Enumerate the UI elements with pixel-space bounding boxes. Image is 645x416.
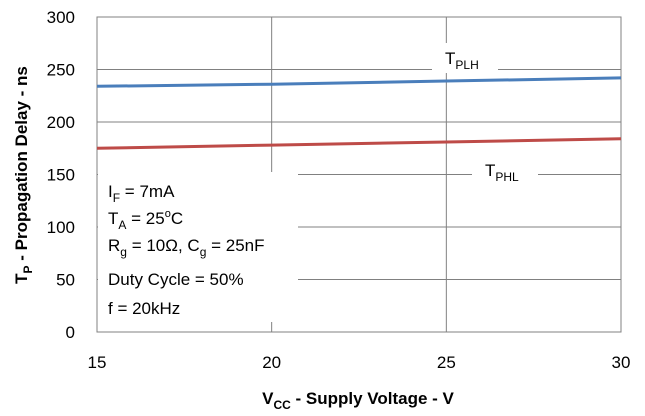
plot-area-frame: [96, 16, 622, 333]
series-line-tphl: [96, 137, 622, 150]
x-tick-labels: 15 20 25 30: [88, 353, 631, 372]
y-tick-label: 50: [56, 271, 75, 290]
annotation-duty-cycle: Duty Cycle = 50%: [108, 270, 244, 289]
y-tick-label: 100: [47, 218, 75, 237]
y-tick-label: 150: [47, 166, 75, 185]
series-label-bg-plh: [432, 43, 498, 73]
x-tick-label: 30: [612, 353, 631, 372]
x-tick-label: 15: [88, 353, 107, 372]
y-tick-label: 250: [47, 61, 75, 80]
x-tick-label: 20: [262, 353, 281, 372]
series-label-tplh: TPLH: [445, 49, 479, 72]
y-tick-label: 200: [47, 113, 75, 132]
x-axis-title: VCC - Supply Voltage - V: [262, 389, 454, 412]
y-tick-label: 300: [47, 8, 75, 27]
annotation-rg-cg: Rg = 10Ω, Cg = 25nF: [108, 236, 265, 259]
y-tick-label: 0: [66, 323, 75, 342]
annotation-if: IF = 7mA: [108, 182, 175, 205]
annotation-frequency: f = 20kHz: [108, 299, 180, 318]
series-label-bg-phl: [472, 155, 538, 185]
annotation-box: [98, 172, 298, 322]
x-tick-label: 25: [437, 353, 456, 372]
series-lines: [96, 76, 622, 150]
y-tick-labels: 0 50 100 150 200 250 300: [47, 8, 75, 342]
annotation-ta: TA = 25oC: [108, 208, 183, 232]
series-line-tplh: [96, 76, 622, 88]
y-axis-title: TP - Propagation Delay - ns: [12, 66, 35, 284]
series-label-tphl: TPHL: [485, 161, 519, 184]
